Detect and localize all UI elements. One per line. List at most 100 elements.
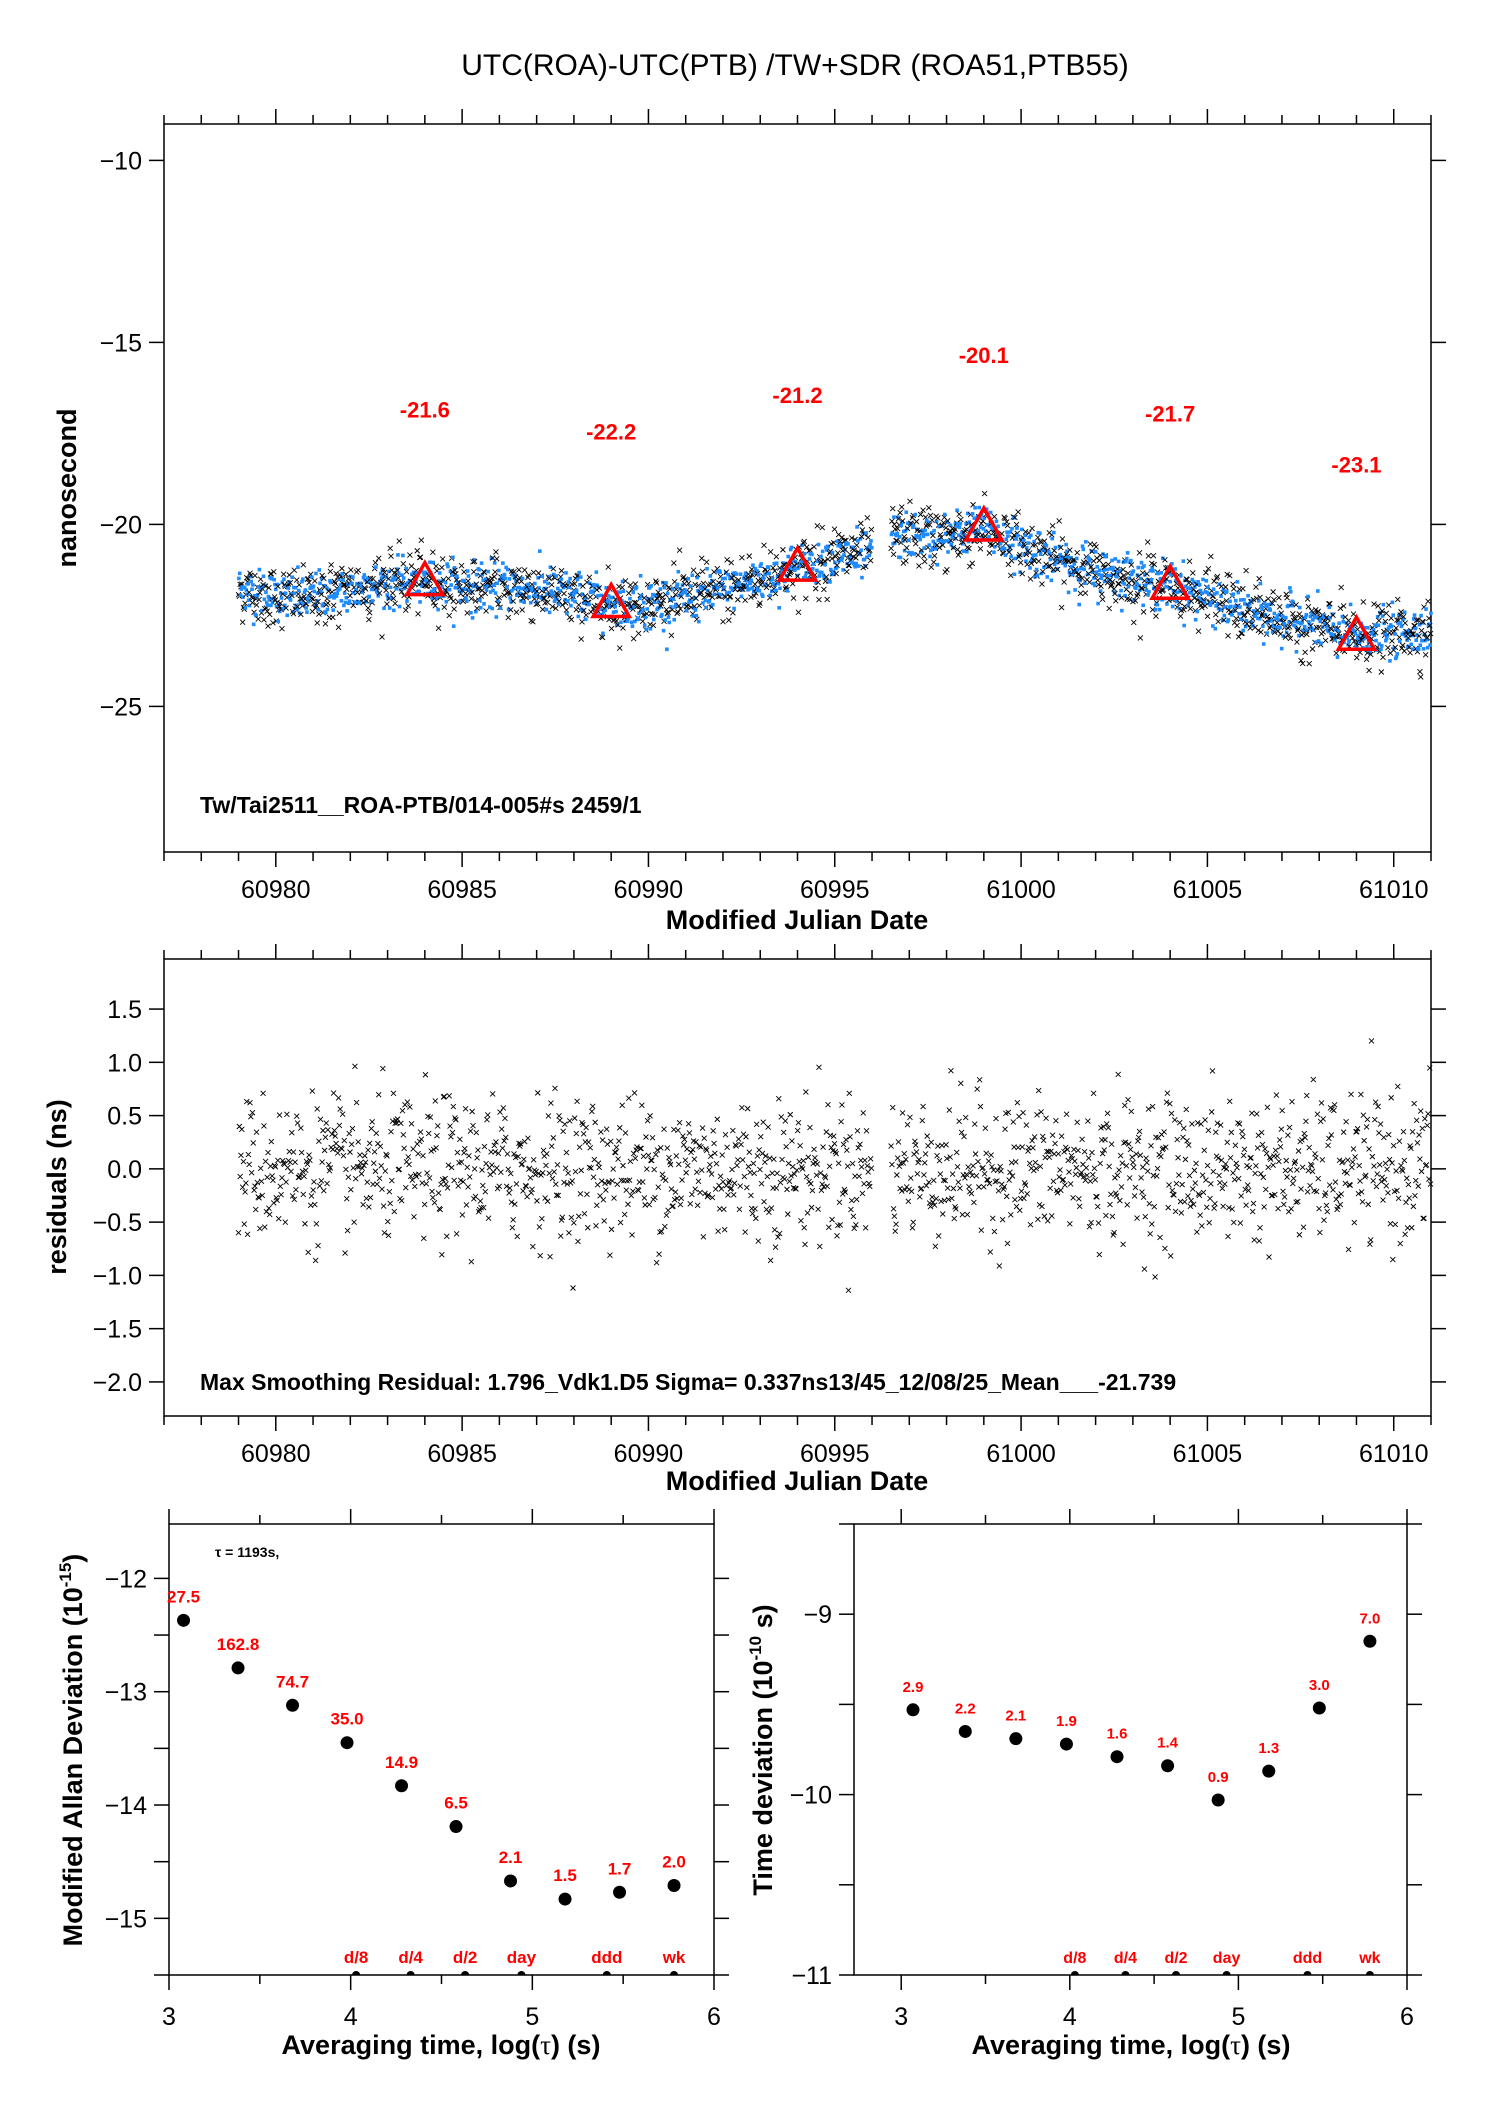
- smoothed-point: [693, 608, 698, 612]
- residual-point: [684, 1162, 691, 1169]
- smoothed-point: [339, 598, 344, 603]
- smoothed-point: [751, 563, 755, 567]
- smoothed-point: [322, 583, 326, 588]
- residual-point: [1249, 1208, 1256, 1215]
- residual-point: [701, 1135, 708, 1141]
- residual-point: [824, 1183, 830, 1190]
- smoothed-point: [1120, 608, 1124, 613]
- smoothed-point: [370, 599, 375, 603]
- smoothed-point: [642, 623, 647, 628]
- raw-point: [1125, 570, 1131, 577]
- residual-point: [910, 1219, 917, 1226]
- smoothed-point: [519, 586, 524, 591]
- smoothed-point: [1173, 567, 1177, 571]
- residual-point: [1348, 1091, 1354, 1098]
- residual-point: [1221, 1181, 1228, 1187]
- residual-point: [855, 1145, 862, 1151]
- smoothed-point: [262, 597, 267, 602]
- raw-point: [903, 558, 909, 564]
- smoothed-point: [306, 599, 311, 604]
- residual-point: [932, 1243, 939, 1250]
- smoothed-point: [752, 571, 757, 575]
- residual-point: [565, 1170, 571, 1176]
- residual-point: [496, 1183, 503, 1190]
- raw-point: [920, 507, 926, 513]
- residual-point: [898, 1188, 905, 1194]
- smoothed-point: [758, 564, 763, 568]
- residual-point: [469, 1108, 475, 1115]
- timeseries-annotation: Tw/Tai2511__ROA-PTB/014-005#s 2459/1: [200, 792, 642, 818]
- raw-point: [771, 568, 778, 574]
- residual-point: [1022, 1182, 1029, 1189]
- raw-point: [439, 564, 445, 571]
- residual-point: [1415, 1183, 1422, 1189]
- smoothed-point: [1297, 633, 1301, 638]
- smoothed-point: [801, 560, 805, 565]
- smoothed-point: [934, 519, 939, 524]
- smoothed-point: [1065, 549, 1069, 554]
- smoothed-point: [410, 572, 414, 577]
- residual-point: [480, 1204, 487, 1211]
- raw-point: [1145, 553, 1152, 559]
- residual-point: [1312, 1155, 1319, 1161]
- raw-point: [491, 573, 498, 580]
- residual-point: [1121, 1102, 1128, 1109]
- smoothed-point: [954, 524, 959, 529]
- residual-point: [649, 1134, 656, 1141]
- residual-point: [253, 1129, 260, 1135]
- residual-point: [491, 1142, 498, 1149]
- deviation-point: [906, 1703, 920, 1717]
- residual-point: [555, 1192, 562, 1199]
- residual-point: [1330, 1186, 1336, 1193]
- raw-point: [1026, 550, 1033, 556]
- residual-point: [1285, 1132, 1291, 1138]
- raw-point: [821, 558, 828, 564]
- smoothed-point: [1379, 647, 1383, 652]
- residual-point: [804, 1210, 811, 1216]
- smoothed-point: [956, 521, 960, 526]
- residual-point: [622, 1130, 629, 1136]
- smoothed-point: [630, 624, 635, 628]
- residual-point: [615, 1156, 621, 1162]
- smoothed-point: [353, 600, 358, 604]
- raw-point: [686, 589, 693, 596]
- smoothed-point: [938, 537, 942, 542]
- raw-point: [1118, 594, 1125, 601]
- smoothed-point: [1088, 558, 1092, 563]
- raw-point: [926, 504, 932, 511]
- residual-point: [733, 1143, 739, 1149]
- residual-point: [993, 1115, 999, 1122]
- raw-point: [414, 547, 421, 554]
- smoothed-point: [578, 582, 582, 587]
- raw-point: [1006, 549, 1012, 555]
- smoothed-point: [1138, 576, 1143, 581]
- smoothed-point: [683, 590, 688, 595]
- raw-point: [1271, 596, 1277, 603]
- residual-point: [811, 1146, 817, 1153]
- residual-point: [527, 1175, 534, 1181]
- smoothed-point: [864, 531, 868, 535]
- residual-point: [1337, 1201, 1344, 1208]
- smoothed-point: [1259, 604, 1264, 608]
- residual-point: [914, 1171, 921, 1177]
- residual-point: [1178, 1210, 1185, 1216]
- raw-point: [310, 596, 316, 602]
- residual-point: [718, 1186, 725, 1192]
- residual-point: [965, 1164, 971, 1170]
- smoothed-point: [264, 590, 268, 595]
- smoothed-point: [319, 576, 324, 581]
- smoothed-point: [1418, 643, 1423, 647]
- residual-point: [895, 1139, 902, 1145]
- raw-point: [275, 583, 281, 590]
- residual-point: [822, 1174, 829, 1181]
- residual-point: [712, 1150, 718, 1157]
- smoothed-point: [1228, 599, 1232, 604]
- smoothed-point: [910, 551, 914, 555]
- raw-point: [660, 597, 667, 604]
- smoothed-point: [1383, 632, 1387, 636]
- residual-point: [1310, 1076, 1317, 1083]
- residual-point: [1202, 1117, 1208, 1123]
- smoothed-point: [283, 603, 287, 608]
- smoothed-point: [1362, 625, 1367, 630]
- smoothed-point: [646, 597, 650, 601]
